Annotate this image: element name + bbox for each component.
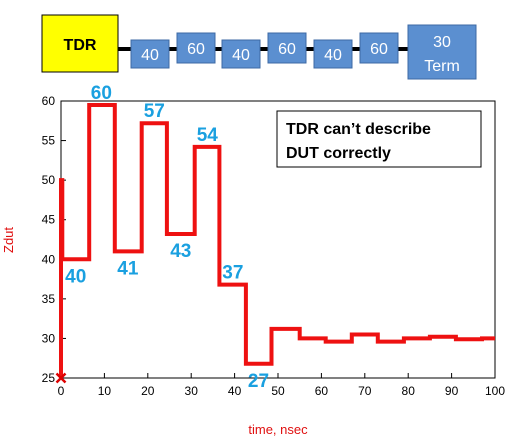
segment-box-6 xyxy=(359,32,399,64)
zdut-series-line xyxy=(59,103,495,378)
impedance-callout: 40 xyxy=(65,266,86,287)
y-axis-label: Zdut xyxy=(1,227,16,253)
segment-label-4: 60 xyxy=(278,41,296,58)
y-tick-label: 40 xyxy=(42,252,56,266)
termination-label: Term xyxy=(424,58,460,75)
segment-label-2: 60 xyxy=(187,41,205,58)
y-tick-label: 60 xyxy=(42,94,56,108)
impedance-callout: 54 xyxy=(197,125,219,146)
segment-box-5 xyxy=(313,39,353,69)
x-axis-label: time, nsec xyxy=(248,422,308,437)
x-tick-label: 70 xyxy=(358,384,372,398)
segment-box-4 xyxy=(267,32,307,64)
termination-value: 30 xyxy=(433,34,451,51)
x-tick-label: 40 xyxy=(228,384,242,398)
y-tick-label: 30 xyxy=(42,331,56,345)
x-tick-label: 60 xyxy=(315,384,329,398)
y-tick-label: 55 xyxy=(42,134,56,148)
tdr-source-box xyxy=(41,14,119,73)
segment-label-5: 40 xyxy=(324,47,342,64)
impedance-callout: 60 xyxy=(91,83,112,104)
callout-layer: 60 40 41 57 43 54 37 27 xyxy=(65,83,269,392)
x-tick-label: 90 xyxy=(445,384,459,398)
note-line-1: TDR can’t describe xyxy=(286,121,431,138)
start-marker xyxy=(55,372,67,384)
x-tick-label: 30 xyxy=(185,384,199,398)
impedance-callout: 41 xyxy=(117,258,139,279)
x-tick-label: 80 xyxy=(402,384,416,398)
segment-box-1 xyxy=(130,39,170,69)
segment-box-3 xyxy=(221,39,261,69)
impedance-callout: 43 xyxy=(170,241,191,262)
axis-ticks: 0 10 20 30 40 50 60 70 80 90 100 25 30 35 40 45 50 55 60 xyxy=(42,94,506,398)
x-tick-label: 10 xyxy=(98,384,112,398)
topology-diagram: TDR 40 60 40 60 40 60 30 Term xyxy=(41,14,477,80)
tdr-source-label: TDR xyxy=(64,37,97,54)
segment-label-1: 40 xyxy=(141,47,159,64)
x-tick-label: 0 xyxy=(58,384,65,398)
x-tick-label: 50 xyxy=(271,384,285,398)
termination-box xyxy=(407,24,477,80)
y-tick-label: 45 xyxy=(42,213,56,227)
x-tick-label: 20 xyxy=(141,384,155,398)
note-frame xyxy=(276,110,482,168)
note-box: TDR can’t describe DUT correctly xyxy=(276,110,482,168)
y-tick-label: 35 xyxy=(42,292,56,306)
segment-label-6: 60 xyxy=(370,41,388,58)
series-layer xyxy=(55,103,495,384)
impedance-callout: 27 xyxy=(248,371,269,392)
impedance-callout: 37 xyxy=(222,263,243,284)
y-tick-label: 25 xyxy=(42,371,56,385)
impedance-callout: 57 xyxy=(144,101,165,122)
note-line-2: DUT correctly xyxy=(286,145,391,162)
y-tick-label: 50 xyxy=(42,173,56,187)
x-tick-label: 100 xyxy=(485,384,505,398)
segment-box-2 xyxy=(176,32,216,64)
segment-label-3: 40 xyxy=(232,47,250,64)
